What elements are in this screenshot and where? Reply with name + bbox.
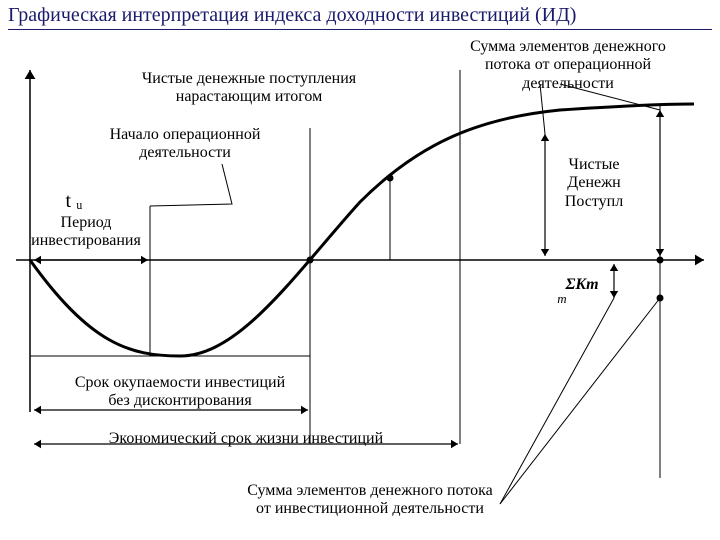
inv-sum-leader-2 <box>500 298 660 504</box>
label-inv_period: Период инвестирования <box>6 214 166 251</box>
label-inv_sum: Сумма элементов денежного потока от инве… <box>170 482 570 519</box>
op-start-leader <box>150 164 232 206</box>
label-cum_net_cash: Чистые денежные поступления нарастающим … <box>104 70 394 107</box>
label-t_u: t ᵤ <box>44 190 104 213</box>
diagram-svg <box>0 34 720 540</box>
diagram-stage: Чистые денежные поступления нарастающим … <box>0 34 720 540</box>
page-title: Графическая интерпретация индекса доходн… <box>8 4 712 30</box>
label-op_start: Начало операционной деятельности <box>70 126 300 163</box>
label-payback: Срок окупаемости инвестиций без дисконти… <box>20 374 340 411</box>
label-econ_life: Экономический срок жизни инвестиций <box>36 430 456 448</box>
label-op_sum: Сумма элементов денежного потока от опер… <box>428 38 708 93</box>
inv-sum-leader <box>500 298 614 504</box>
label-net_inflow: Чистые Денежн Поступл <box>534 156 654 211</box>
label-sum_km_sub: m <box>552 292 572 307</box>
